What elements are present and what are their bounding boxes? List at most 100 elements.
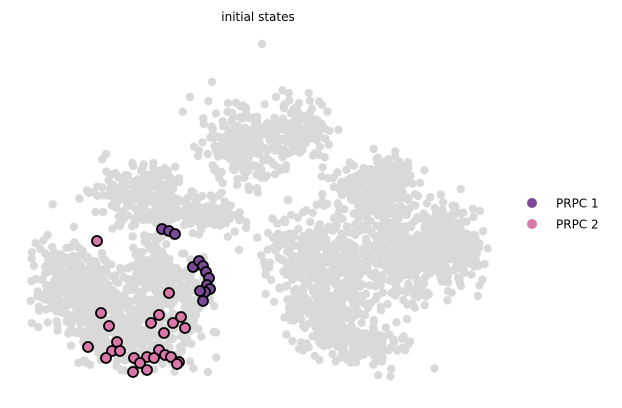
data-point <box>114 345 126 357</box>
background-cell-point <box>342 228 351 237</box>
background-cell-point <box>74 326 84 335</box>
background-cell-point <box>134 177 143 187</box>
background-cell-point <box>158 171 167 180</box>
background-cell-point <box>321 251 331 260</box>
background-cell-point <box>54 303 63 313</box>
background-cell-point <box>319 231 328 240</box>
background-cell-point <box>350 172 360 181</box>
background-cell-point <box>461 242 470 252</box>
background-cell-point <box>91 295 101 305</box>
background-cell-point <box>79 356 89 365</box>
background-cell-point <box>362 214 372 223</box>
background-cell-point <box>239 133 248 142</box>
background-cell-point <box>390 202 399 212</box>
background-cell-point <box>393 346 402 355</box>
background-cell-point <box>223 210 232 220</box>
background-cell-point <box>257 39 267 49</box>
background-cell-point <box>242 223 251 233</box>
background-cell-point <box>98 207 108 217</box>
background-cell-point <box>299 208 308 217</box>
background-cell-point <box>363 205 372 214</box>
background-cell-point <box>115 186 125 195</box>
background-cell-point <box>305 96 315 106</box>
background-cell-point <box>420 222 429 231</box>
background-cell-point <box>448 237 457 246</box>
background-cell-point <box>383 226 393 235</box>
background-cell-point <box>211 215 220 225</box>
background-cell-point <box>283 247 292 256</box>
background-cell-point <box>367 197 376 207</box>
background-cell-point <box>199 114 208 123</box>
background-cell-point <box>427 245 436 254</box>
background-cell-point <box>318 189 327 199</box>
data-point <box>82 341 94 353</box>
background-cell-point <box>360 225 369 234</box>
background-cell-point <box>442 224 452 233</box>
data-point <box>167 317 179 329</box>
background-cell-point <box>293 213 303 222</box>
background-cell-point <box>306 217 315 227</box>
background-cell-point <box>61 299 70 308</box>
background-cell-point <box>478 227 488 236</box>
background-cell-point <box>354 344 364 353</box>
background-cell-point <box>467 270 476 279</box>
background-cell-point <box>82 327 91 336</box>
background-cell-point <box>350 220 360 229</box>
background-cell-point <box>310 312 319 321</box>
background-cell-point <box>458 249 467 259</box>
background-cell-point <box>270 128 280 137</box>
background-cell-point <box>299 345 308 355</box>
background-cell-point <box>191 210 200 219</box>
background-cell-point <box>373 250 382 259</box>
background-cell-point <box>209 133 218 143</box>
background-cell-point <box>174 174 184 183</box>
background-cell-point <box>125 313 134 322</box>
background-cell-point <box>422 199 432 208</box>
background-cell-point <box>378 173 388 183</box>
background-cell-point <box>439 275 448 285</box>
background-cell-point <box>450 229 459 238</box>
background-cell-point <box>333 168 342 177</box>
background-cell-point <box>160 258 169 267</box>
background-cell-point <box>194 324 203 334</box>
background-cells <box>26 39 492 381</box>
background-cell-point <box>261 269 270 278</box>
background-cell-point <box>317 172 326 181</box>
background-cell-point <box>389 335 398 344</box>
background-cell-point <box>413 191 423 201</box>
background-cell-point <box>447 288 456 297</box>
background-cell-point <box>274 119 283 128</box>
background-cell-point <box>391 147 400 156</box>
background-cell-point <box>232 180 242 189</box>
background-cell-point <box>337 190 346 200</box>
background-cell-point <box>128 221 137 231</box>
background-cell-point <box>314 302 324 311</box>
background-cell-point <box>308 332 317 341</box>
background-cell-point <box>296 262 306 271</box>
background-cell-point <box>348 352 357 362</box>
background-cell-point <box>400 162 409 172</box>
background-cell-point <box>423 288 432 297</box>
background-cell-point <box>42 292 52 302</box>
background-cell-point <box>251 126 260 135</box>
data-point <box>171 358 183 370</box>
background-cell-point <box>366 256 375 266</box>
background-cell-point <box>76 261 86 270</box>
background-cell-point <box>349 161 359 170</box>
background-cell-point <box>378 188 387 198</box>
background-cell-point <box>298 135 308 144</box>
background-cell-point <box>140 237 149 246</box>
background-cell-point <box>380 218 389 227</box>
background-cell-point <box>359 264 368 273</box>
background-cell-point <box>454 208 463 218</box>
background-cell-point <box>405 271 415 280</box>
background-cell-point <box>456 281 466 291</box>
background-cell-point <box>191 310 201 320</box>
background-cell-point <box>31 239 40 248</box>
background-cell-point <box>399 332 408 341</box>
background-cell-point <box>352 266 361 276</box>
background-cell-point <box>433 261 443 271</box>
background-cell-point <box>182 215 191 225</box>
background-cell-point <box>45 252 54 262</box>
